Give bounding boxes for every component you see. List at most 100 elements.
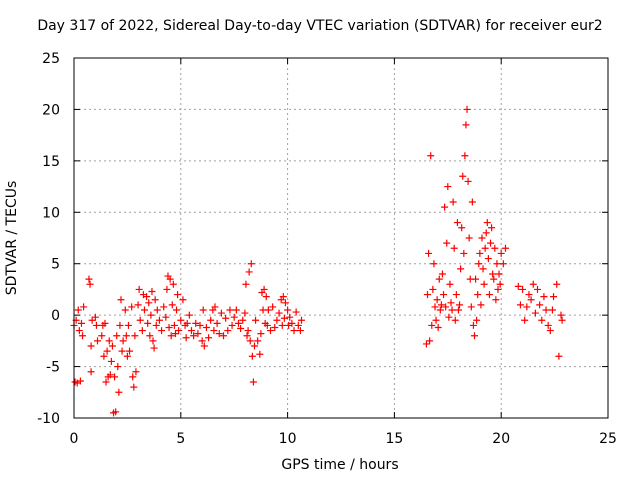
data-point bbox=[190, 332, 198, 340]
data-point bbox=[160, 303, 168, 311]
data-point bbox=[546, 327, 554, 335]
data-point bbox=[273, 316, 281, 324]
data-point bbox=[445, 313, 453, 321]
y-tick-label-6: 20 bbox=[42, 102, 60, 118]
data-point bbox=[244, 327, 252, 335]
y-tick-label-0: -10 bbox=[37, 411, 60, 427]
data-point bbox=[550, 293, 558, 301]
data-point bbox=[448, 306, 456, 314]
data-point bbox=[297, 316, 305, 324]
data-point bbox=[516, 301, 524, 309]
data-point bbox=[222, 314, 230, 322]
data-point bbox=[140, 306, 148, 314]
data-point bbox=[555, 352, 563, 360]
data-point bbox=[434, 323, 442, 331]
data-point bbox=[129, 373, 137, 381]
data-point bbox=[456, 301, 464, 309]
data-point bbox=[262, 293, 270, 301]
data-point bbox=[211, 303, 219, 311]
data-point bbox=[248, 352, 256, 360]
x-tick-label-3: 15 bbox=[385, 431, 403, 447]
data-point bbox=[450, 244, 458, 252]
data-point bbox=[437, 301, 445, 309]
data-point bbox=[271, 323, 279, 331]
data-point bbox=[103, 347, 111, 355]
data-point bbox=[432, 316, 440, 324]
data-point bbox=[440, 291, 448, 299]
data-point bbox=[475, 260, 483, 268]
data-point bbox=[254, 337, 262, 345]
data-point bbox=[116, 321, 124, 329]
data-point bbox=[429, 285, 437, 293]
data-point bbox=[79, 332, 87, 340]
data-point bbox=[85, 275, 93, 283]
data-point bbox=[433, 296, 441, 304]
data-point bbox=[263, 321, 271, 329]
data-point bbox=[230, 313, 238, 321]
data-point bbox=[148, 287, 156, 295]
data-point bbox=[487, 239, 495, 247]
data-point bbox=[128, 303, 136, 311]
data-point bbox=[175, 327, 183, 335]
data-point bbox=[557, 311, 565, 319]
data-point bbox=[284, 306, 292, 314]
data-point bbox=[292, 308, 300, 316]
data-point bbox=[494, 285, 502, 293]
data-point bbox=[488, 224, 496, 232]
data-point bbox=[74, 306, 82, 314]
data-point bbox=[87, 342, 95, 350]
data-point bbox=[444, 183, 452, 191]
data-point bbox=[249, 378, 257, 386]
data-point bbox=[210, 327, 218, 335]
data-point bbox=[480, 280, 488, 288]
data-point bbox=[126, 347, 134, 355]
data-point bbox=[558, 316, 566, 324]
data-point bbox=[92, 321, 100, 329]
y-tick-label-2: 0 bbox=[51, 308, 60, 324]
data-point bbox=[438, 270, 446, 278]
axis-ticks: 0 5 10 15 20 25 -10 -5 0 5 10 15 20 25 bbox=[37, 51, 617, 447]
data-point bbox=[478, 234, 486, 242]
data-point bbox=[166, 275, 174, 283]
data-point bbox=[534, 285, 542, 293]
data-point bbox=[88, 316, 96, 324]
data-point bbox=[458, 224, 466, 232]
data-point bbox=[152, 321, 160, 329]
data-point bbox=[477, 301, 485, 309]
data-point bbox=[427, 152, 435, 160]
data-point bbox=[296, 327, 304, 335]
data-point bbox=[198, 337, 206, 345]
data-point bbox=[430, 260, 438, 268]
data-point bbox=[250, 342, 258, 350]
data-point bbox=[194, 330, 202, 338]
data-point bbox=[174, 291, 182, 299]
data-point bbox=[158, 327, 166, 335]
data-point bbox=[256, 350, 264, 358]
data-point bbox=[462, 121, 470, 129]
data-point bbox=[474, 291, 482, 299]
data-point bbox=[465, 234, 473, 242]
data-point bbox=[452, 291, 460, 299]
data-point bbox=[102, 378, 110, 386]
data-point bbox=[101, 319, 109, 327]
data-point bbox=[144, 319, 152, 327]
data-point bbox=[173, 306, 181, 314]
data-point bbox=[426, 337, 434, 345]
data-point bbox=[130, 383, 138, 391]
data-point bbox=[457, 265, 465, 273]
data-point bbox=[436, 306, 444, 314]
data-point bbox=[75, 327, 83, 335]
data-point bbox=[234, 319, 242, 327]
data-point bbox=[131, 332, 139, 340]
data-point bbox=[232, 306, 240, 314]
data-point bbox=[490, 275, 498, 283]
data-point bbox=[441, 203, 449, 211]
data-point bbox=[497, 249, 505, 257]
data-point bbox=[275, 309, 283, 317]
data-point bbox=[264, 306, 272, 314]
data-point bbox=[278, 321, 286, 329]
y-tick-label-3: 5 bbox=[51, 257, 60, 273]
data-point bbox=[91, 313, 99, 321]
data-point bbox=[252, 316, 260, 324]
